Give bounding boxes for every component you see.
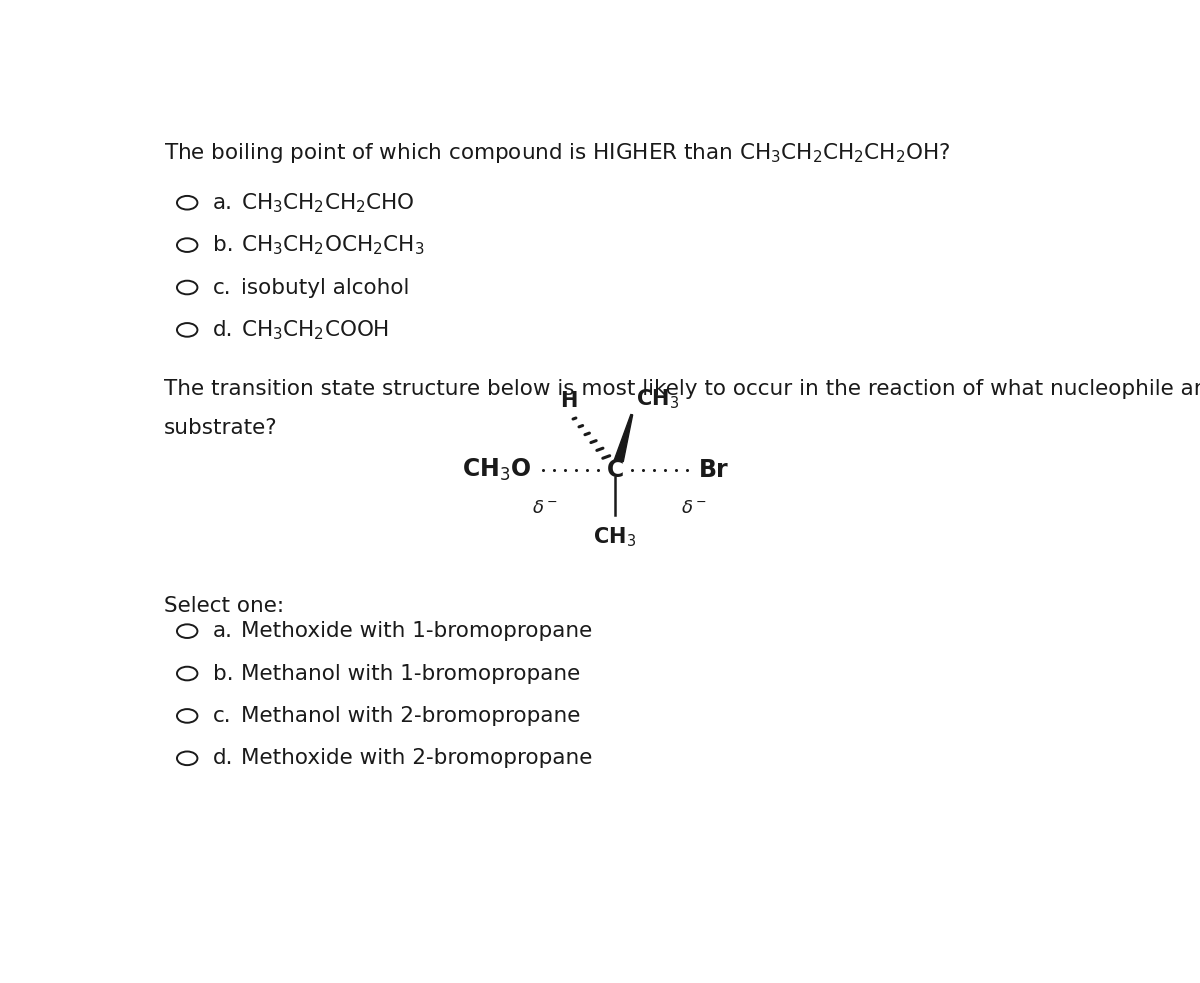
Text: d.: d. [214,319,234,340]
Text: b.: b. [214,235,234,256]
Text: CH$_3$O: CH$_3$O [462,457,532,483]
Text: c.: c. [214,277,232,298]
Text: CH$_3$CH$_2$COOH: CH$_3$CH$_2$COOH [241,318,389,342]
Text: Methanol with 1-bromopropane: Methanol with 1-bromopropane [241,664,581,683]
Text: Methoxide with 1-bromopropane: Methoxide with 1-bromopropane [241,621,593,641]
Text: Methanol with 2-bromopropane: Methanol with 2-bromopropane [241,706,581,725]
Text: CH$_3$CH$_2$OCH$_2$CH$_3$: CH$_3$CH$_2$OCH$_2$CH$_3$ [241,233,425,257]
Polygon shape [614,415,632,461]
Text: C: C [606,458,624,482]
Text: a.: a. [214,621,233,641]
Text: CH$_3$: CH$_3$ [594,525,636,549]
Text: substrate?: substrate? [164,419,277,438]
Text: $\delta^-$: $\delta^-$ [682,498,707,517]
Text: H: H [560,391,577,411]
Text: The boiling point of which compound is HIGHER than CH$_3$CH$_2$CH$_2$CH$_2$OH?: The boiling point of which compound is H… [164,141,950,165]
Text: d.: d. [214,748,234,769]
Text: b.: b. [214,664,234,683]
Text: CH$_3$: CH$_3$ [636,387,679,411]
Text: CH$_3$CH$_2$CH$_2$CHO: CH$_3$CH$_2$CH$_2$CHO [241,191,415,214]
Text: c.: c. [214,706,232,725]
Text: $\delta^-$: $\delta^-$ [533,498,558,517]
Text: The transition state structure below is most likely to occur in the reaction of : The transition state structure below is … [164,379,1200,399]
Text: Select one:: Select one: [164,597,284,616]
Text: a.: a. [214,193,233,212]
Text: Methoxide with 2-bromopropane: Methoxide with 2-bromopropane [241,748,593,769]
Text: isobutyl alcohol: isobutyl alcohol [241,277,409,298]
Text: Br: Br [698,458,728,482]
